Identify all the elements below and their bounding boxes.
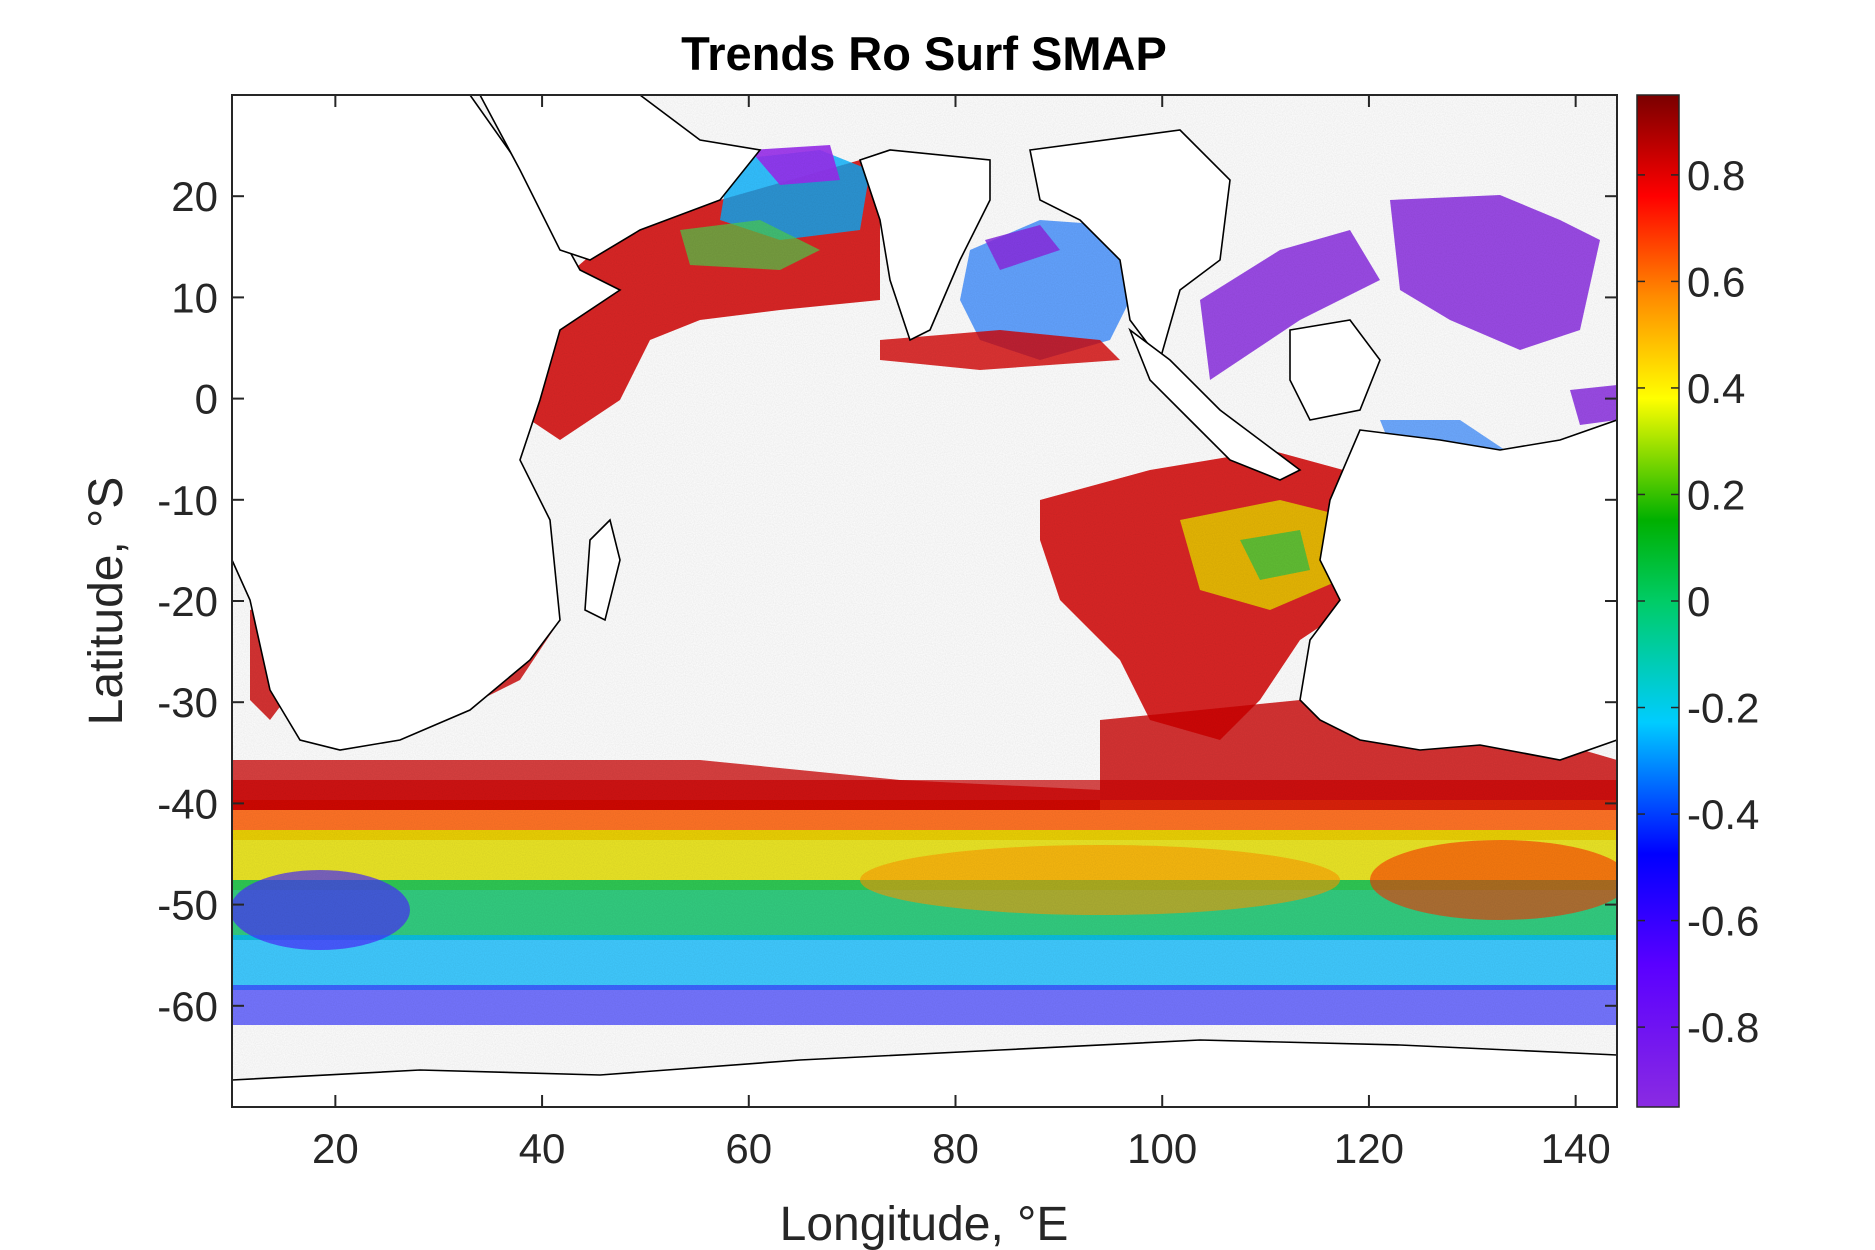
map-axes bbox=[232, 95, 1617, 1107]
y-tick-label: -50 bbox=[157, 882, 218, 929]
x-tick-label: 120 bbox=[1334, 1125, 1404, 1172]
land-masses bbox=[232, 95, 1617, 1107]
y-tick-label: -20 bbox=[157, 578, 218, 625]
y-tick-label: -40 bbox=[157, 780, 218, 827]
colorbar-tick-label: -0.6 bbox=[1687, 898, 1759, 945]
y-tick-label: 20 bbox=[171, 173, 218, 220]
x-tick-label: 20 bbox=[312, 1125, 359, 1172]
y-tick-label: -10 bbox=[157, 477, 218, 524]
y-axis-label: Latitude, °S bbox=[80, 477, 133, 726]
y-ticks: 20 10 0 -10 -20 -30 -40 -50 -60 bbox=[157, 173, 1617, 1030]
colorbar-tick-label: 0.6 bbox=[1687, 258, 1745, 305]
colorbar-tick-label: 0 bbox=[1687, 578, 1710, 625]
x-tick-label: 80 bbox=[932, 1125, 979, 1172]
x-tick-label: 60 bbox=[725, 1125, 772, 1172]
colorbar-tick-label: -0.8 bbox=[1687, 1004, 1759, 1051]
colorbar-ticks: 0.8 0.6 0.4 0.2 0 -0.2 -0.4 -0.6 -0.8 bbox=[1637, 152, 1759, 1051]
x-tick-label: 40 bbox=[519, 1125, 566, 1172]
colorbar-tick-label: -0.4 bbox=[1687, 791, 1759, 838]
map-title: Trends Ro Surf SMAP bbox=[681, 27, 1167, 80]
x-tick-label: 140 bbox=[1541, 1125, 1611, 1172]
colorbar-tick-label: 0.2 bbox=[1687, 471, 1745, 518]
y-tick-label: 0 bbox=[195, 376, 218, 423]
colorbar-tick-label: 0.4 bbox=[1687, 365, 1745, 412]
y-tick-label: -30 bbox=[157, 679, 218, 726]
x-ticks: 20 40 60 80 100 120 140 bbox=[312, 95, 1611, 1172]
x-tick-label: 100 bbox=[1127, 1125, 1197, 1172]
x-axis-label: Longitude, °E bbox=[780, 1198, 1069, 1250]
colorbar-tick-label: -0.2 bbox=[1687, 685, 1759, 732]
y-tick-label: -60 bbox=[157, 983, 218, 1030]
y-tick-label: 10 bbox=[171, 274, 218, 321]
colorbar-tick-label: 0.8 bbox=[1687, 152, 1745, 199]
